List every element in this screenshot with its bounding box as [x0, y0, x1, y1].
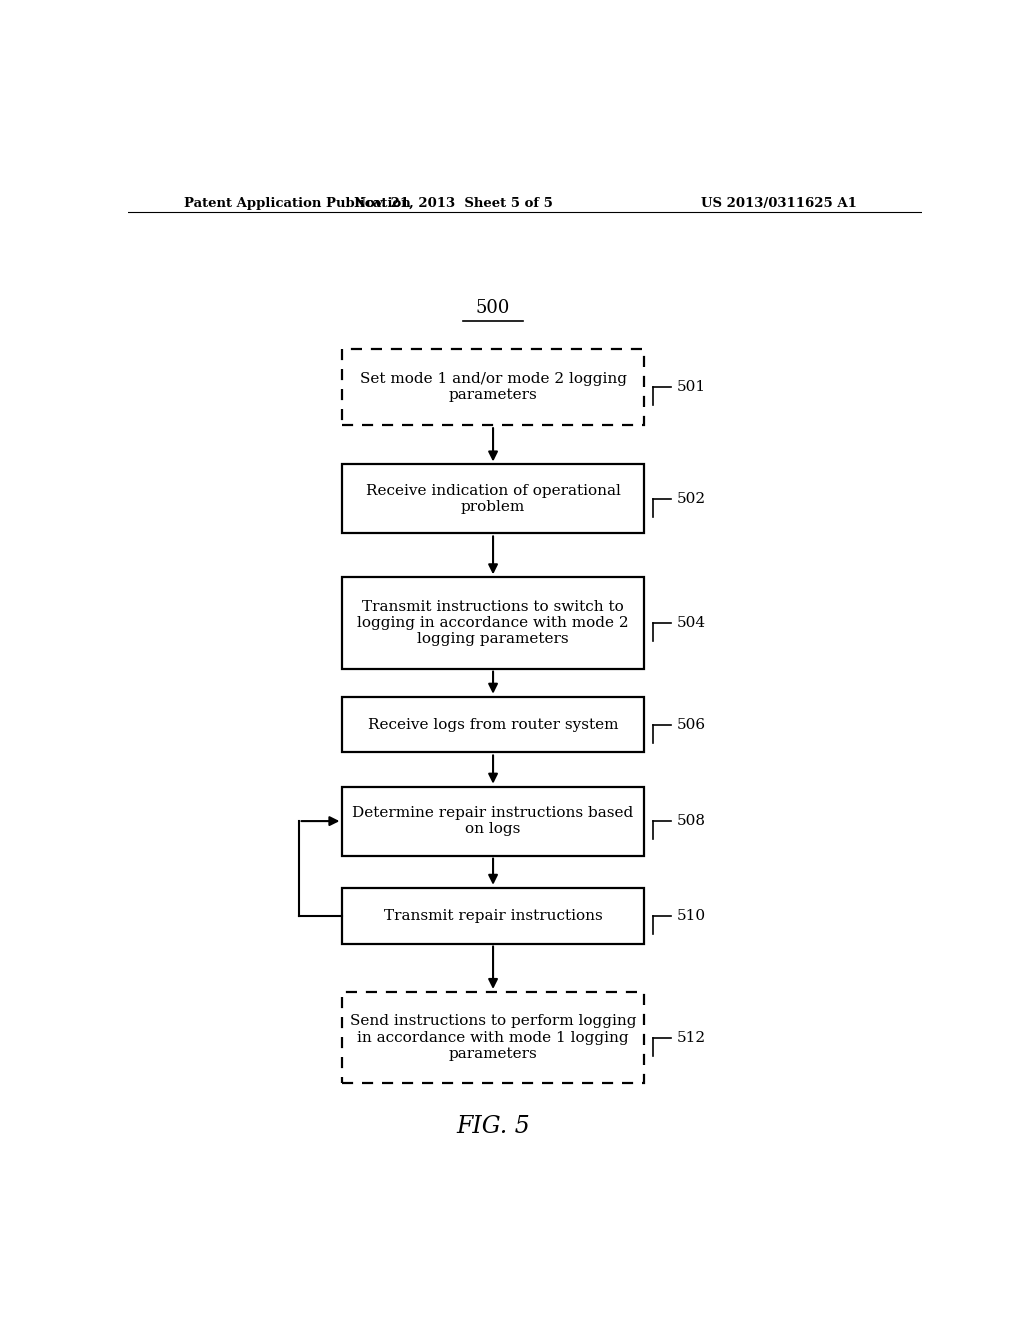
Text: Receive logs from router system: Receive logs from router system	[368, 718, 618, 731]
Text: 504: 504	[677, 616, 707, 630]
Bar	[342, 887, 644, 944]
Text: 512: 512	[677, 1031, 707, 1044]
Bar	[342, 465, 644, 533]
Text: FIG. 5: FIG. 5	[456, 1114, 530, 1138]
Text: Transmit repair instructions: Transmit repair instructions	[384, 908, 602, 923]
Text: Transmit instructions to switch to
logging in accordance with mode 2
logging par: Transmit instructions to switch to loggi…	[357, 599, 629, 645]
Text: 506: 506	[677, 718, 707, 731]
Bar	[342, 577, 644, 669]
Bar	[342, 348, 644, 425]
Text: Send instructions to perform logging
in accordance with mode 1 logging
parameter: Send instructions to perform logging in …	[350, 1014, 636, 1061]
Text: Set mode 1 and/or mode 2 logging
parameters: Set mode 1 and/or mode 2 logging paramet…	[359, 372, 627, 403]
Text: US 2013/0311625 A1: US 2013/0311625 A1	[700, 197, 857, 210]
Text: 508: 508	[677, 814, 707, 828]
Text: Patent Application Publication: Patent Application Publication	[183, 197, 411, 210]
Text: 501: 501	[677, 380, 707, 395]
Bar	[342, 697, 644, 752]
Text: Receive indication of operational
problem: Receive indication of operational proble…	[366, 484, 621, 513]
Text: Determine repair instructions based
on logs: Determine repair instructions based on l…	[352, 807, 634, 836]
Bar	[342, 991, 644, 1084]
Bar	[342, 787, 644, 855]
Text: 502: 502	[677, 492, 707, 506]
Text: 500: 500	[476, 298, 510, 317]
Text: 510: 510	[677, 908, 707, 923]
Text: Nov. 21, 2013  Sheet 5 of 5: Nov. 21, 2013 Sheet 5 of 5	[354, 197, 553, 210]
